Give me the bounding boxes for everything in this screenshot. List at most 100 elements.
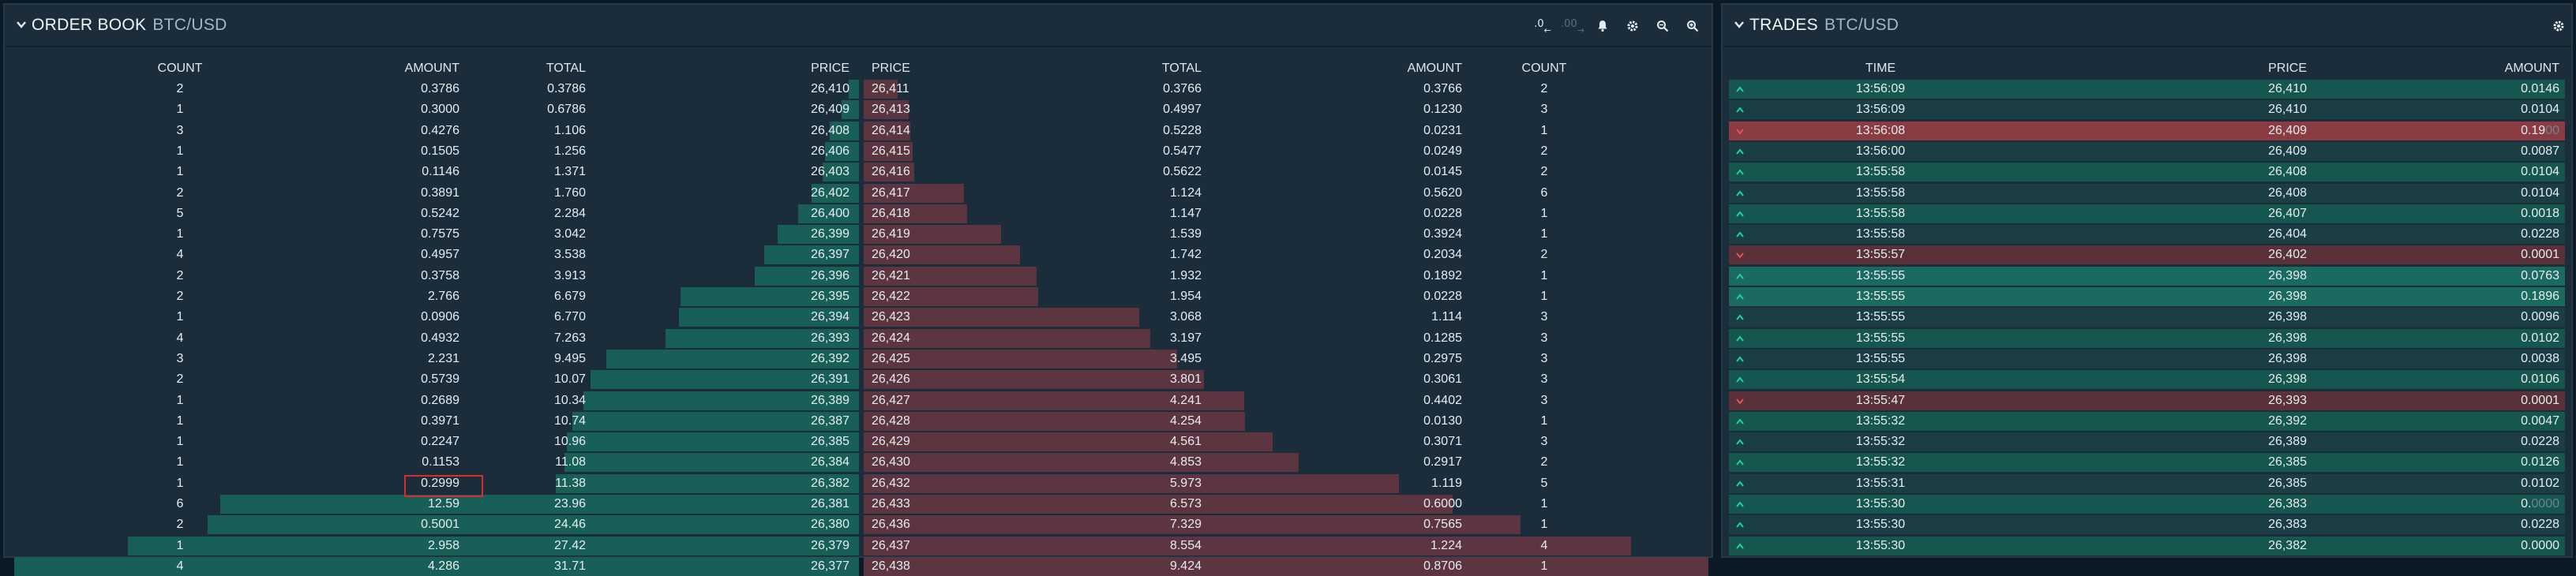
ask-row[interactable]: 26,411 0.3766 0.3766 2 [864,80,1708,99]
chevron-down-icon[interactable] [16,19,27,30]
trades-time-header[interactable]: TIME [1865,62,1896,75]
ask-row[interactable]: 26,415 0.5477 0.0249 2 [864,141,1708,161]
ask-row[interactable]: 26,413 0.4997 0.1230 3 [864,100,1708,120]
asks-count-header[interactable]: COUNT [1521,62,1567,75]
bid-row[interactable]: 1 0.2999 11.38 26,382 [14,473,859,493]
asks-price-header[interactable]: PRICE [872,62,910,75]
trade-row[interactable]: 13:55:58 26,404 0.0228 [1729,225,2565,245]
ask-row[interactable]: 26,420 1.742 0.2034 2 [864,245,1708,265]
ask-row[interactable]: 26,427 4.241 0.4402 3 [864,391,1708,410]
trade-row[interactable]: 13:55:30 26,383 0.0000 [1729,495,2565,514]
bid-depth-bar [823,163,859,182]
bid-row[interactable]: 3 2.231 9.495 26,392 [14,349,859,368]
trade-row[interactable]: 13:55:31 26,385 0.0102 [1729,473,2565,493]
ask-row[interactable]: 26,414 0.5228 0.0231 1 [864,121,1708,140]
asks-amount-header[interactable]: AMOUNT [1407,62,1462,75]
zoom-out-icon[interactable] [1653,17,1672,36]
arrow-up-icon [1736,107,1744,113]
bid-amount: 12.59 [427,497,459,511]
trades-amount-header[interactable]: AMOUNT [2504,62,2559,75]
bid-row[interactable]: 1 0.0906 6.770 26,394 [14,308,859,327]
trade-row[interactable]: 13:55:32 26,389 0.0228 [1729,432,2565,452]
bid-row[interactable]: 1 0.1505 1.256 26,406 [14,141,859,161]
bid-row[interactable]: 4 0.4957 3.538 26,397 [14,245,859,265]
bid-total: 1.760 [553,185,586,200]
ask-row[interactable]: 26,416 0.5622 0.0145 2 [864,163,1708,182]
trade-row[interactable]: 13:55:32 26,392 0.0047 [1729,411,2565,431]
bid-row[interactable]: 1 2.958 27.42 26,379 [14,536,859,555]
trade-time: 13:55:54 [1855,372,1906,387]
ask-amount: 0.0228 [1423,206,1462,220]
ask-row[interactable]: 26,437 8.554 1.224 4 [864,536,1708,555]
trade-row[interactable]: 13:55:57 26,402 0.0001 [1729,245,2565,265]
gear-icon[interactable] [1623,17,1642,36]
trade-row[interactable]: 13:55:32 26,385 0.0126 [1729,453,2565,473]
bid-row[interactable]: 4 4.286 31.71 26,377 [14,556,859,576]
trade-row[interactable]: 13:56:08 26,409 0.1900 [1729,121,2565,140]
bids-count-header[interactable]: COUNT [157,62,203,75]
bid-row[interactable]: 2 0.3758 3.913 26,396 [14,266,859,286]
bid-row[interactable]: 1 0.2247 10.96 26,385 [14,432,859,452]
bid-row[interactable]: 2 2.766 6.679 26,395 [14,287,859,306]
trade-amount-value: 0.0106 [2521,372,2559,387]
bid-row[interactable]: 4 0.4932 7.263 26,393 [14,328,859,348]
bid-row[interactable]: 2 0.3891 1.760 26,402 [14,183,859,203]
trade-row[interactable]: 13:55:58 26,408 0.0104 [1729,183,2565,203]
bid-row[interactable]: 1 0.3000 0.6786 26,409 [14,100,859,120]
trade-row[interactable]: 13:55:55 26,398 0.0102 [1729,328,2565,348]
increase-precision-button[interactable]: .00 → [1561,17,1584,36]
bid-row[interactable]: 2 0.5001 24.46 26,380 [14,515,859,535]
trade-row[interactable]: 13:56:09 26,410 0.0146 [1729,80,2565,99]
trade-row[interactable]: 13:55:30 26,383 0.0228 [1729,515,2565,535]
ask-row[interactable]: 26,428 4.254 0.0130 1 [864,411,1708,431]
ask-row[interactable]: 26,423 3.068 1.114 3 [864,308,1708,327]
gear-icon[interactable] [2549,17,2568,36]
zoom-in-icon[interactable] [1683,17,1702,36]
bid-row[interactable]: 2 0.5739 10.07 26,391 [14,370,859,390]
ask-row[interactable]: 26,425 3.495 0.2975 3 [864,349,1708,368]
bids-amount-header[interactable]: AMOUNT [404,62,459,75]
ask-row[interactable]: 26,433 6.573 0.6000 1 [864,495,1708,514]
trade-row[interactable]: 13:55:30 26,382 0.0000 [1729,536,2565,555]
trade-row[interactable]: 13:55:54 26,398 0.0106 [1729,370,2565,390]
ask-total: 0.5477 [1163,144,1202,158]
trades-price-header[interactable]: PRICE [2268,62,2307,75]
asks-total-header[interactable]: TOTAL [1161,62,1202,75]
decrease-precision-button[interactable]: .0 ← [1533,17,1552,36]
bid-row[interactable]: 3 0.4276 1.106 26,408 [14,121,859,140]
ask-row[interactable]: 26,421 1.932 0.1892 1 [864,266,1708,286]
bids-total-header[interactable]: TOTAL [546,62,586,75]
trade-row[interactable]: 13:56:00 26,409 0.0087 [1729,141,2565,161]
ask-row[interactable]: 26,436 7.329 0.7565 1 [864,515,1708,535]
ask-row[interactable]: 26,426 3.801 0.3061 3 [864,370,1708,390]
trade-row[interactable]: 13:56:09 26,410 0.0104 [1729,100,2565,120]
bid-row[interactable]: 6 12.59 23.96 26,381 [14,495,859,514]
ask-row[interactable]: 26,424 3.197 0.1285 3 [864,328,1708,348]
bid-row[interactable]: 5 0.5242 2.284 26,400 [14,204,859,223]
trade-row[interactable]: 13:55:55 26,398 0.0763 [1729,266,2565,286]
trade-row[interactable]: 13:55:55 26,398 0.1896 [1729,287,2565,306]
bid-row[interactable]: 1 0.3971 10.74 26,387 [14,411,859,431]
ask-row[interactable]: 26,418 1.147 0.0228 1 [864,204,1708,223]
bid-row[interactable]: 1 0.1153 11.08 26,384 [14,453,859,473]
trade-row[interactable]: 13:55:55 26,398 0.0038 [1729,349,2565,368]
trade-row[interactable]: 13:55:58 26,407 0.0018 [1729,204,2565,223]
trade-amount-value: 0.0038 [2521,351,2559,365]
bell-icon[interactable] [1593,17,1612,36]
bids-price-header[interactable]: PRICE [811,62,849,75]
trade-row[interactable]: 13:55:58 26,408 0.0104 [1729,163,2565,182]
ask-row[interactable]: 26,430 4.853 0.2917 2 [864,453,1708,473]
ask-row[interactable]: 26,422 1.954 0.0228 1 [864,287,1708,306]
ask-row[interactable]: 26,417 1.124 0.5620 6 [864,183,1708,203]
ask-row[interactable]: 26,429 4.561 0.3071 3 [864,432,1708,452]
bid-row[interactable]: 1 0.2689 10.34 26,389 [14,391,859,410]
chevron-down-icon[interactable] [1734,19,1745,30]
ask-row[interactable]: 26,432 5.973 1.119 5 [864,473,1708,493]
ask-row[interactable]: 26,438 9.424 0.8706 1 [864,556,1708,576]
trade-row[interactable]: 13:55:55 26,398 0.0096 [1729,308,2565,327]
ask-row[interactable]: 26,419 1.539 0.3924 1 [864,225,1708,245]
bid-row[interactable]: 1 0.7575 3.042 26,399 [14,225,859,245]
bid-row[interactable]: 2 0.3786 0.3786 26,410 [14,80,859,99]
trade-row[interactable]: 13:55:47 26,393 0.0001 [1729,391,2565,410]
bid-row[interactable]: 1 0.1146 1.371 26,403 [14,163,859,182]
